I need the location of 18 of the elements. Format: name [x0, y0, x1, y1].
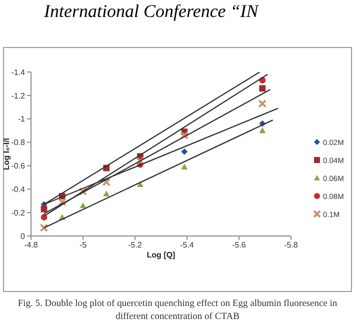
- x-axis-title: Log [Q]: [146, 250, 176, 260]
- text: International Conference “IN: [44, 1, 258, 22]
- y-tick-label: -1.4: [11, 68, 26, 77]
- y-tick-label: -0.2: [11, 208, 26, 218]
- x-tick-label: -5: [79, 240, 88, 250]
- x-tick-label: -4.8: [24, 240, 38, 250]
- y-tick-label: 0: [20, 232, 26, 241]
- y-tick-label: -0.4: [11, 184, 26, 194]
- y-axis-title: Log I₀-I/I: [2, 138, 11, 170]
- x-tick-label: -5.2: [128, 240, 142, 250]
- x-tick-label: -5.6: [232, 240, 246, 250]
- x-tick-label: -5.4: [180, 240, 194, 250]
- y-tick-label: -1.2: [11, 91, 26, 100]
- y-tick-label: -0.6: [11, 162, 26, 171]
- y-tick-label: -0.8: [11, 138, 26, 148]
- x-tick-label: -5.8: [284, 240, 298, 250]
- y-tick-label: -1: [18, 114, 26, 124]
- caption: Fig. 5. Double log plot of quercetin quenching effect on Egg albumin fluoresence in different concentration of CTAB: [16, 298, 338, 324]
